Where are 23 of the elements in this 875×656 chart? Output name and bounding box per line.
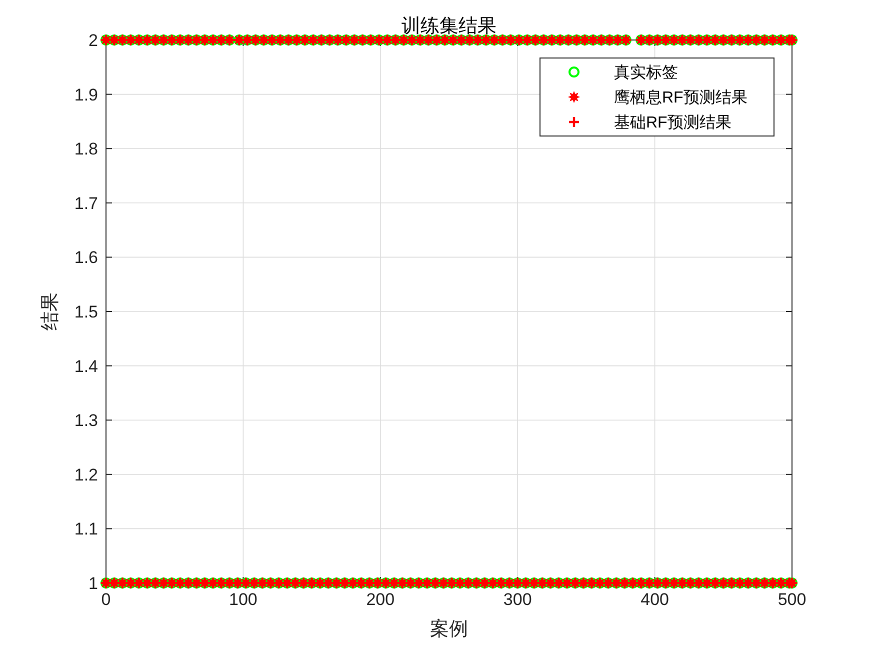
y-tick-label: 1.9 xyxy=(74,85,98,104)
y-tick-label: 1.6 xyxy=(74,248,98,268)
legend-label: 真实标签 xyxy=(614,64,678,82)
x-tick-label: 400 xyxy=(640,590,669,609)
y-tick-label: 1.5 xyxy=(74,302,98,322)
chart-title: 训练集结果 xyxy=(402,16,496,37)
x-tick-label: 200 xyxy=(366,590,395,609)
y-axis-title: 结果 xyxy=(40,292,61,330)
x-tick-label: 0 xyxy=(101,590,111,609)
y-tick-label: 2 xyxy=(88,30,98,50)
x-tick-label: 300 xyxy=(503,590,532,609)
y-tick-label: 1.4 xyxy=(74,356,98,376)
y-tick-label: 1.2 xyxy=(74,465,98,484)
y-tick-label: 1.1 xyxy=(74,520,98,539)
x-axis-title: 案例 xyxy=(430,618,468,640)
y-tick-label: 1.3 xyxy=(74,411,98,430)
legend-label: 鹰栖息RF预测结果 xyxy=(614,88,748,107)
y-tick-label: 1 xyxy=(88,574,98,593)
x-tick-label: 100 xyxy=(229,590,258,609)
legend-label: 基础RF预测结果 xyxy=(614,114,732,132)
y-tick-label: 1.8 xyxy=(74,140,98,159)
y-tick-label: 1.7 xyxy=(74,194,98,213)
x-tick-label: 500 xyxy=(778,590,806,609)
